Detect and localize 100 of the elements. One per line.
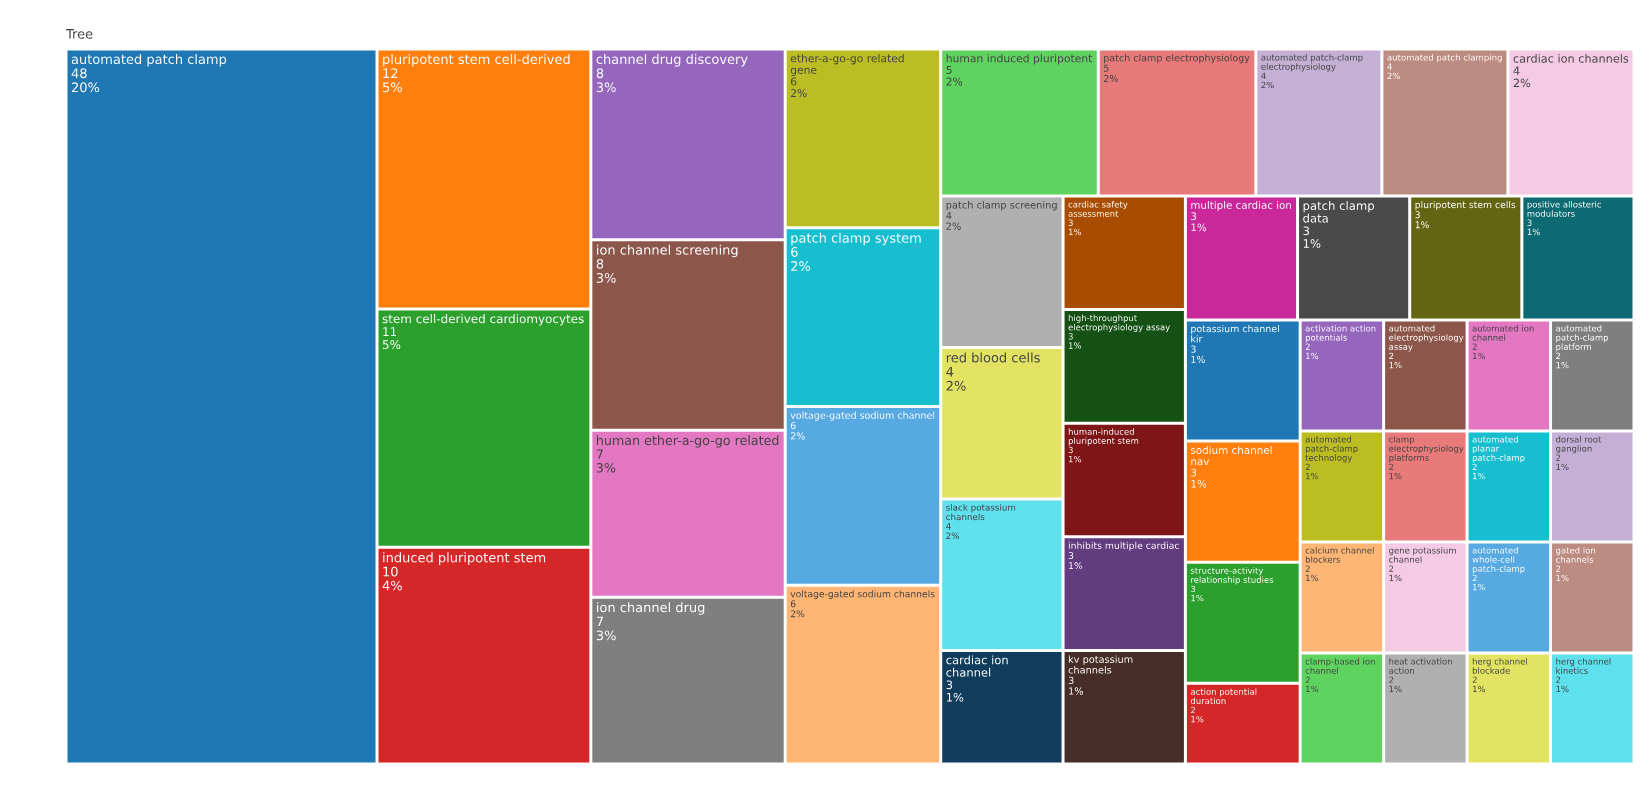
- category-label: patch clamp system: [791, 232, 921, 246]
- data-label: 7 3%: [596, 449, 616, 473]
- data-label: 2 1%: [1472, 574, 1486, 591]
- category-label: induced pluripotent stem: [383, 552, 546, 565]
- category-label: pluripotent stem cells: [1415, 201, 1516, 210]
- category-label: patch clamp electrophysiology: [1104, 54, 1250, 64]
- category-label: action potential duration: [1190, 688, 1257, 705]
- data-label: 3 1%: [1068, 676, 1084, 695]
- text: Tree: [65, 29, 93, 39]
- data-label: 5 2%: [946, 65, 963, 86]
- data-label: 2 1%: [1305, 343, 1319, 360]
- data-label: 11 5%: [382, 327, 401, 350]
- data-label: 6 2%: [790, 421, 805, 440]
- category-label: automated patch clamp: [71, 54, 227, 67]
- category-label: channel drug discovery: [596, 54, 748, 67]
- category-label: herg channel kinetics: [1556, 657, 1611, 674]
- category-label: automated patch-clamp electrophysiology: [1261, 54, 1363, 72]
- data-label: 2 1%: [1556, 454, 1569, 471]
- category-label: human induced pluripotent: [946, 54, 1093, 65]
- category-label: automated electrophysiology assay: [1389, 324, 1464, 352]
- category-label: voltage-gated sodium channels: [790, 590, 935, 600]
- category-label: cardiac ion channels: [1513, 54, 1629, 63]
- data-label: 4 2%: [946, 211, 961, 230]
- data-label: 4 2%: [1261, 72, 1274, 89]
- category-label: structure-activity relationship studies: [1190, 567, 1274, 585]
- category-label: inhibits multiple cardiac: [1068, 541, 1179, 551]
- category-label: automated whole-cell patch-clamp: [1472, 546, 1525, 574]
- data-label: 3 1%: [1527, 219, 1540, 236]
- data-label: 6 2%: [790, 600, 805, 618]
- category-label: human ether-a-go-go related: [596, 435, 779, 448]
- data-label: 2 1%: [1472, 463, 1486, 480]
- data-label: 2 1%: [1472, 343, 1486, 360]
- category-label: kv potassium channels: [1068, 655, 1133, 674]
- data-label: 5 2%: [1103, 64, 1118, 83]
- data-label: 8 3%: [596, 68, 616, 93]
- data-label: 2 1%: [1305, 565, 1319, 582]
- category-label: gated ion channels: [1556, 546, 1596, 563]
- data-label: 3 1%: [1191, 212, 1207, 232]
- category-label: patch clamp screening: [946, 201, 1057, 211]
- data-label: 2 1%: [1472, 676, 1486, 693]
- category-label: herg channel blockade: [1472, 657, 1527, 674]
- data-label: 3 1%: [1068, 333, 1082, 349]
- category-label: sodium channel nav: [1190, 446, 1272, 466]
- data-label: 3 1%: [1191, 468, 1207, 488]
- category-label: automated ion channel: [1472, 324, 1534, 341]
- data-label: 4 2%: [946, 366, 966, 391]
- category-label: ion channel screening: [597, 244, 738, 258]
- data-label: 2 1%: [1389, 352, 1402, 369]
- data-label: 4 2%: [1387, 63, 1400, 80]
- data-label: 2 1%: [1556, 352, 1569, 369]
- category-label: clamp-based ion channel: [1305, 657, 1375, 674]
- data-label: 3 1%: [1068, 552, 1083, 570]
- category-label: heat activation action: [1389, 657, 1452, 674]
- category-label: positive allosteric modulators: [1527, 201, 1602, 217]
- category-label: human-induced pluripotent stem: [1068, 428, 1139, 446]
- category-label: high-throughput electrophysiology assay: [1068, 314, 1170, 333]
- data-label: 12 5%: [383, 68, 402, 93]
- category-label: automated patch clamping: [1387, 54, 1502, 63]
- data-label: 7 3%: [596, 616, 616, 641]
- category-label: red blood cells: [946, 352, 1040, 363]
- data-label: 3 1%: [1191, 585, 1204, 602]
- data-label: 3 1%: [1415, 211, 1429, 229]
- category-label: patch clamp data: [1303, 201, 1375, 223]
- category-label: automated planar patch-clamp: [1472, 435, 1525, 463]
- category-label: automated patch-clamp technology: [1305, 435, 1358, 463]
- category-label: pluripotent stem cell-derived: [383, 54, 570, 67]
- category-label: voltage-gated sodium channel: [790, 411, 935, 421]
- category-label: multiple cardiac ion: [1191, 201, 1291, 211]
- category-label: automated patch-clamp platform: [1556, 324, 1609, 352]
- category-label: ion channel drug: [597, 602, 705, 615]
- data-label: 10 4%: [382, 566, 402, 591]
- category-label: dorsal root ganglion: [1556, 435, 1602, 454]
- category-label: cardiac safety assessment: [1068, 201, 1128, 217]
- category-label: slack potassium channels: [946, 503, 1016, 521]
- data-label: 3 1%: [1068, 446, 1082, 463]
- category-label: stem cell-derived cardiomyocytes: [382, 314, 584, 326]
- data-label: 2 1%: [1305, 676, 1319, 693]
- data-label: 3 1%: [946, 680, 964, 702]
- data-label: 2 1%: [1305, 463, 1319, 480]
- data-label: 3 1%: [1068, 219, 1082, 236]
- category-label: activation action potentials: [1305, 324, 1376, 343]
- data-label: 6 2%: [791, 247, 811, 271]
- category-label: potassium channel kir: [1191, 324, 1279, 343]
- data-label: 2 1%: [1389, 676, 1402, 693]
- data-label: 4 2%: [946, 523, 960, 540]
- data-label: 48 20%: [71, 68, 100, 93]
- category-label: calcium channel blockers: [1305, 546, 1374, 563]
- data-label: 2 1%: [1556, 565, 1569, 582]
- category-label: ether-a-go-go related gene: [790, 54, 904, 76]
- category-label: cardiac ion channel: [946, 655, 1008, 677]
- category-label: gene potassium channel: [1389, 546, 1456, 563]
- data-label: 6 2%: [790, 77, 807, 98]
- data-label: 2 1%: [1389, 463, 1402, 480]
- data-label: 2 1%: [1389, 565, 1402, 582]
- data-label: 8 3%: [596, 258, 616, 283]
- category-label: clamp electrophysiology platforms: [1389, 435, 1464, 463]
- data-label: 2 1%: [1556, 676, 1569, 693]
- data-label: 3 1%: [1191, 345, 1205, 363]
- data-label: 4 2%: [1513, 66, 1531, 88]
- data-label: 2 1%: [1191, 706, 1204, 723]
